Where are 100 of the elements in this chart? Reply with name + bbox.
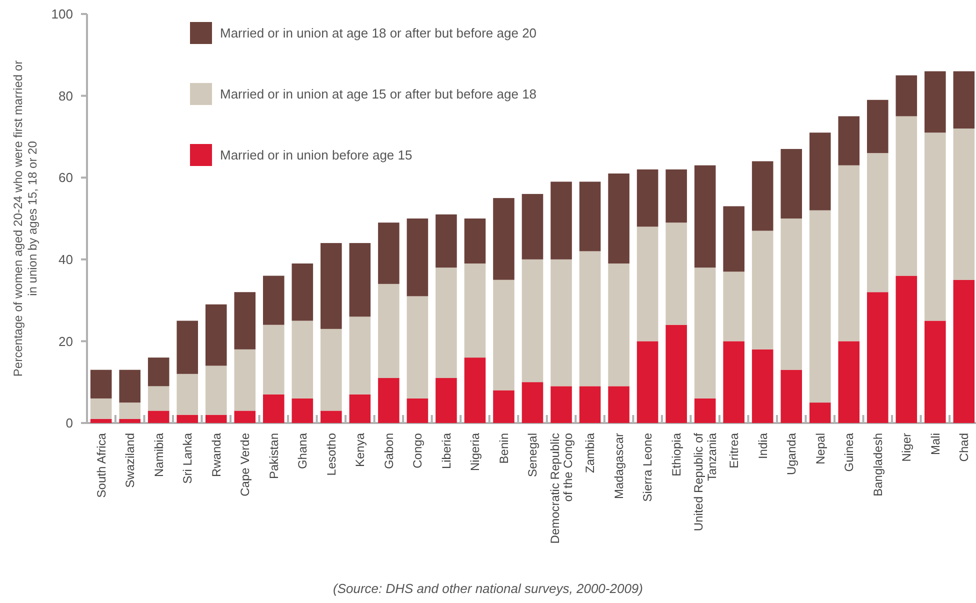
legend-label: Married or in union at age 18 or after but before age 20: [220, 26, 537, 41]
bar: [953, 280, 975, 423]
bar: [464, 218, 486, 264]
x-tick-label: Uganda: [784, 432, 799, 476]
bar: [550, 182, 572, 260]
bar: [550, 259, 572, 386]
bar: [148, 386, 170, 411]
x-tick-label: Rwanda: [209, 432, 224, 478]
bar: [176, 414, 198, 423]
bar: [406, 398, 428, 423]
text: (Source: DHS and other national surveys, 2000-2009): [332, 581, 644, 596]
bar: [436, 378, 457, 423]
bar: [522, 194, 544, 260]
x-tick-label: Liberia: [439, 432, 454, 470]
bar: [119, 370, 140, 403]
bar: [780, 218, 802, 370]
x-tick-label: Gabon: [382, 433, 396, 470]
bar: [522, 259, 544, 382]
y-tick-label: 100: [51, 6, 73, 22]
bar: [176, 320, 198, 374]
bar: [320, 410, 342, 423]
bar: [636, 226, 658, 342]
bar: [809, 402, 831, 423]
bar: [636, 341, 658, 423]
bar: [666, 169, 687, 223]
bar: [694, 165, 716, 268]
x-tick-label: Sri Lanka: [180, 432, 195, 484]
y-tick-label: 80: [58, 88, 73, 104]
bar: [406, 296, 428, 398]
x-tick-label: Pakistan: [266, 433, 281, 480]
x-tick-label: Madagascar: [612, 433, 626, 500]
bar: [119, 402, 140, 419]
bar: [119, 418, 140, 423]
bar: [234, 292, 256, 350]
bar: [666, 324, 687, 423]
x-tick-label: Namibia: [152, 432, 166, 478]
x-tick-label: Benin: [496, 433, 511, 464]
x-tick-label: Nigeria: [468, 432, 482, 472]
bar: [838, 165, 860, 342]
x-tick-label: Bangladesh: [870, 433, 885, 496]
bar: [838, 116, 860, 166]
y-tick-label: 40: [58, 252, 73, 267]
bar: [378, 222, 400, 284]
bar: [378, 284, 400, 378]
x-tick-label: Zambia: [583, 432, 598, 474]
bar: [550, 386, 572, 423]
bar: [234, 349, 256, 411]
bar: [752, 349, 774, 423]
x-tick-label: Democratic Republic of the Congo: [548, 432, 576, 544]
bar: [320, 243, 342, 329]
x-tick-label: Kenya: [353, 432, 368, 468]
x-tick-label: India: [756, 432, 770, 460]
bar: [320, 328, 342, 411]
x-tick-label: Ghana: [296, 432, 310, 470]
bar: [752, 230, 774, 350]
bar: [866, 292, 888, 423]
bar: [205, 414, 227, 423]
bar: [866, 100, 888, 154]
bar: [493, 198, 514, 280]
bar: [90, 370, 112, 398]
bar: [838, 341, 860, 423]
x-tick-label: Niger: [900, 433, 914, 462]
x-tick-label: Eritrea: [727, 432, 742, 468]
bar: [953, 71, 975, 129]
bar: [608, 263, 630, 386]
bar: [608, 386, 630, 423]
x-tick-label: South Africa: [94, 432, 108, 498]
bar: [924, 320, 946, 423]
bar: [263, 276, 284, 325]
x-tick-label: Lesotho: [324, 432, 338, 476]
bar: [924, 71, 946, 133]
legend-label: Married or in union at age 15 or after but before age 18: [220, 86, 537, 102]
legend-label: Married or in union before age 15: [220, 148, 412, 163]
bar: [464, 358, 486, 423]
bar: [723, 206, 744, 272]
bar: [723, 341, 744, 423]
bar: [436, 214, 457, 268]
x-tick-label: Ethiopia: [670, 432, 684, 476]
bar: [636, 169, 658, 227]
bar: [464, 263, 486, 358]
bar: [90, 418, 112, 423]
y-tick-label: 20: [58, 334, 73, 349]
x-tick-label: Guinea: [842, 432, 856, 472]
bar: [866, 153, 888, 292]
bar: [694, 398, 716, 423]
bar: [493, 280, 514, 390]
x-tick-label: Nepal: [813, 433, 828, 464]
bar: [579, 386, 601, 423]
x-tick-label: Swaziland: [123, 433, 138, 488]
x-tick-label: Mali: [928, 433, 942, 456]
bar: [205, 304, 227, 366]
bar: [176, 374, 198, 415]
bar: [780, 370, 802, 423]
bar: [349, 394, 371, 423]
x-tick-label: United Republic of Tanzania: [692, 432, 719, 532]
bar: [579, 251, 601, 386]
bar: [263, 394, 284, 423]
bar: [292, 398, 314, 423]
bar: [378, 378, 400, 423]
bar: [752, 161, 774, 231]
